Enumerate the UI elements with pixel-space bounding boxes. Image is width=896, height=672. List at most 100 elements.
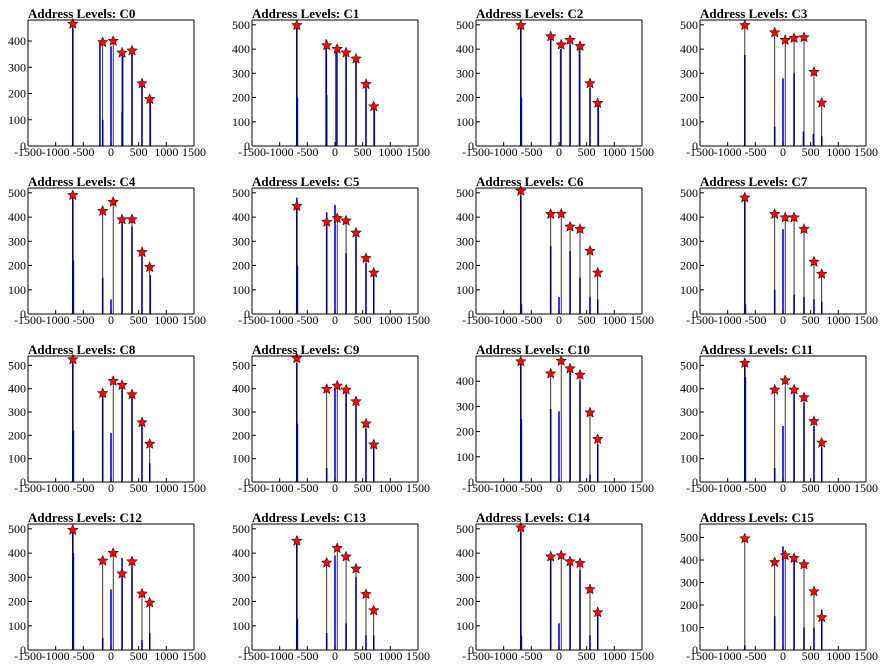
y-tick-label: 200 bbox=[232, 91, 250, 105]
x-tick-label: 500 bbox=[354, 481, 372, 495]
x-tick-label: 500 bbox=[578, 145, 596, 159]
peak-marker bbox=[107, 546, 120, 559]
y-tick-label: 200 bbox=[8, 595, 26, 609]
y-tick-label: 500 bbox=[232, 186, 250, 200]
y-tick-label: 100 bbox=[8, 619, 26, 633]
x-tick-label: 0 bbox=[556, 481, 562, 495]
chart-plot: -1500 -1000 -500 0 500 1000 1500 0 100 200 300 400 5… bbox=[456, 184, 654, 327]
x-tick-label: 1000 bbox=[154, 145, 178, 159]
y-tick-label: 400 bbox=[8, 382, 26, 396]
chart-panel: Address Levels: C13 -1500 -1000 -500 0 500 100… bbox=[224, 504, 448, 672]
y-tick-label: 200 bbox=[680, 428, 698, 442]
y-tick-label: 0 bbox=[692, 643, 698, 657]
peak-marker bbox=[360, 588, 372, 600]
y-tick-label: 200 bbox=[232, 595, 250, 609]
peak-marker bbox=[116, 379, 128, 391]
y-tick-label: 300 bbox=[8, 234, 26, 248]
peak-marker bbox=[738, 532, 751, 544]
peak-marker bbox=[331, 42, 344, 55]
peak-marker bbox=[815, 611, 828, 623]
y-tick-label: 300 bbox=[680, 576, 698, 590]
x-tick-label: -1500 bbox=[14, 145, 42, 159]
x-tick-label: 0 bbox=[108, 481, 114, 495]
y-tick-label: 400 bbox=[680, 42, 698, 56]
peak-marker bbox=[514, 184, 527, 196]
peak-marker bbox=[798, 558, 810, 570]
y-tick-label: 0 bbox=[468, 307, 474, 321]
x-tick-label: 1000 bbox=[378, 649, 402, 663]
x-tick-label: 1000 bbox=[602, 145, 626, 159]
y-tick-label: 200 bbox=[680, 598, 698, 612]
peak-marker bbox=[808, 255, 820, 267]
x-tick-label: 500 bbox=[130, 145, 148, 159]
x-tick-label: 0 bbox=[780, 145, 786, 159]
chart-panel: Address Levels: C14 -1500 -1000 -500 0 500 100… bbox=[448, 504, 672, 672]
chart-plot: -1500 -1000 -500 0 500 1000 1500 0 100 200 300 400 5… bbox=[232, 352, 430, 495]
peak-marker bbox=[350, 395, 362, 407]
peak-marker bbox=[320, 382, 333, 395]
x-tick-label: -1000 bbox=[490, 145, 518, 159]
chart-plot: -1500 -1000 -500 0 500 1000 1500 0 100 200 300 400 5… bbox=[8, 353, 206, 495]
x-tick-label: 0 bbox=[332, 481, 338, 495]
peak-marker bbox=[136, 246, 148, 258]
peak-marker bbox=[591, 266, 604, 278]
y-tick-label: 300 bbox=[456, 234, 474, 248]
x-tick-label: 1500 bbox=[406, 313, 430, 327]
peak-marker bbox=[779, 33, 792, 46]
chart-title: Address Levels: C11 bbox=[700, 342, 814, 357]
y-tick-label: 500 bbox=[8, 358, 26, 372]
y-tick-label: 300 bbox=[232, 66, 250, 80]
peak-marker bbox=[96, 204, 109, 217]
peak-marker bbox=[591, 433, 604, 445]
peak-marker bbox=[107, 34, 120, 46]
x-tick-label: -1000 bbox=[42, 145, 70, 159]
y-tick-label: 300 bbox=[456, 399, 474, 413]
y-tick-label: 500 bbox=[680, 358, 698, 372]
y-tick-label: 400 bbox=[456, 374, 474, 388]
x-tick-label: 1000 bbox=[602, 313, 626, 327]
x-tick-label: -500 bbox=[72, 313, 94, 327]
y-tick-label: 400 bbox=[456, 546, 474, 560]
peak-marker bbox=[514, 521, 527, 533]
y-tick-label: 0 bbox=[468, 475, 474, 489]
x-tick-label: -1500 bbox=[462, 649, 490, 663]
y-tick-label: 0 bbox=[692, 139, 698, 153]
y-tick-label: 200 bbox=[8, 259, 26, 273]
y-tick-label: 0 bbox=[468, 139, 474, 153]
y-tick-label: 300 bbox=[456, 66, 474, 80]
y-tick-label: 300 bbox=[456, 570, 474, 584]
peak-marker bbox=[66, 523, 79, 536]
y-tick-label: 400 bbox=[8, 34, 26, 48]
peak-marker bbox=[126, 555, 138, 567]
chart-plot: -1500 -1000 -500 0 500 1000 1500 0 100 200 300 400 5… bbox=[232, 186, 430, 327]
y-tick-label: 400 bbox=[232, 42, 250, 56]
x-tick-label: 0 bbox=[332, 313, 338, 327]
x-tick-label: 500 bbox=[354, 145, 372, 159]
peak-marker bbox=[107, 375, 120, 387]
y-tick-label: 500 bbox=[8, 186, 26, 200]
peak-marker bbox=[96, 36, 109, 48]
peak-marker bbox=[808, 65, 820, 78]
peak-marker bbox=[555, 207, 568, 219]
chart-plot: -1500 -1000 -500 0 500 1000 1500 0 100 200 300 400 5… bbox=[680, 355, 878, 495]
peak-marker bbox=[350, 52, 362, 64]
y-tick-label: 500 bbox=[456, 18, 474, 32]
x-tick-label: -1500 bbox=[14, 313, 42, 327]
y-tick-label: 300 bbox=[232, 234, 250, 248]
y-tick-label: 300 bbox=[232, 570, 250, 584]
peak-marker bbox=[815, 267, 828, 280]
peak-marker bbox=[107, 195, 120, 208]
x-tick-label: 500 bbox=[354, 313, 372, 327]
y-tick-label: 500 bbox=[680, 531, 698, 545]
chart-panel: Address Levels: C6 -1500 -1000 -500 0 500 1000… bbox=[448, 168, 672, 336]
x-tick-label: 1500 bbox=[630, 145, 654, 159]
peak-marker bbox=[768, 383, 781, 395]
peak-marker bbox=[768, 208, 781, 220]
peak-marker bbox=[66, 189, 79, 201]
x-tick-label: 0 bbox=[780, 313, 786, 327]
x-tick-label: -500 bbox=[520, 481, 542, 495]
peak-marker bbox=[143, 93, 156, 105]
y-tick-label: 400 bbox=[456, 42, 474, 56]
peak-marker bbox=[574, 557, 586, 569]
